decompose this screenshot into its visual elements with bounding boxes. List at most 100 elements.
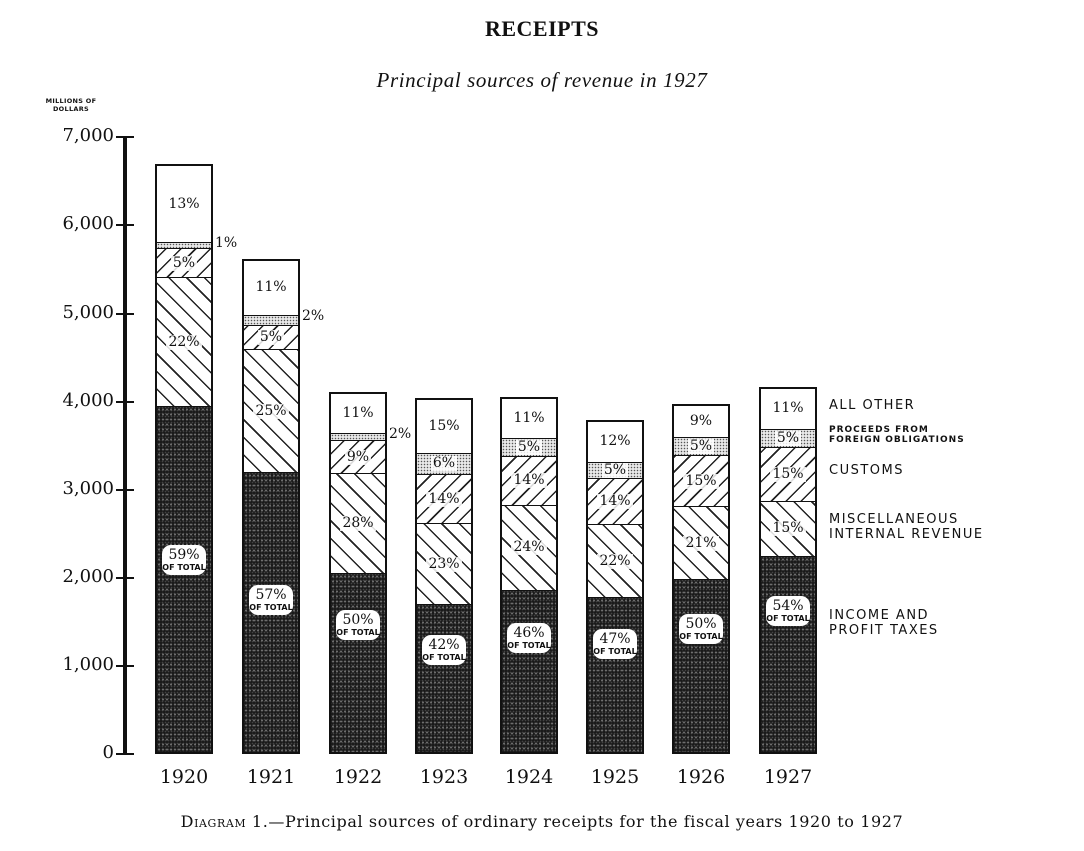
segment-misc: 22% bbox=[157, 277, 211, 407]
of-total-label: OF TOTAL bbox=[162, 563, 206, 573]
y-tick-mark bbox=[116, 488, 134, 491]
segment-customs: 9% bbox=[331, 440, 385, 473]
segment-percent-label: 5% bbox=[257, 328, 285, 345]
segment-foreign: 1% bbox=[157, 235, 237, 251]
segment-percent-label: 5% bbox=[170, 254, 198, 271]
y-tick-label: 5,000 bbox=[62, 301, 114, 323]
segment-other: 11% bbox=[502, 399, 556, 438]
legend-misc-line1: MISCELLANEOUS bbox=[829, 512, 959, 527]
segment-percent-label: 2% bbox=[302, 307, 325, 324]
segment-income: 57% OF TOTAL bbox=[244, 472, 298, 752]
y-tick-label: 3,000 bbox=[62, 477, 114, 499]
segment-percent-label: 11% bbox=[513, 410, 545, 427]
segment-foreign: 2% bbox=[331, 426, 411, 442]
legend-foreign-obligations: PROCEEDS FROM FOREIGN OBLIGATIONS bbox=[829, 425, 965, 445]
bar-1924: 11% 5% 14% 24% 46% OF TOTAL bbox=[500, 397, 558, 754]
segment-income: 50% OF TOTAL bbox=[331, 572, 385, 752]
segment-other: 9% bbox=[674, 406, 728, 438]
x-tick-label: 1924 bbox=[504, 766, 554, 788]
y-axis-line bbox=[123, 137, 127, 755]
of-total-badge: 50% OF TOTAL bbox=[336, 609, 380, 640]
x-tick-label: 1921 bbox=[246, 766, 296, 788]
y-tick-mark bbox=[116, 224, 134, 227]
segment-income: 59% OF TOTAL bbox=[157, 406, 211, 752]
x-tick-label: 1927 bbox=[763, 766, 813, 788]
segment-percent-label: 22% bbox=[166, 333, 202, 350]
of-total-badge: 42% OF TOTAL bbox=[422, 634, 466, 665]
legend-customs: CUSTOMS bbox=[829, 463, 904, 478]
income-percent: 59% bbox=[168, 547, 200, 564]
segment-percent-label: 5% bbox=[774, 429, 802, 446]
segment-income: 54% OF TOTAL bbox=[761, 555, 815, 752]
of-total-label: OF TOTAL bbox=[249, 602, 293, 612]
chart-subtitle: Principal sources of revenue in 1927 bbox=[376, 68, 708, 92]
bar-1921: 11% 2% 5% 25% 57% OF TOTAL bbox=[242, 258, 324, 754]
legend-misc-line2: INTERNAL REVENUE bbox=[829, 527, 984, 542]
of-total-label: OF TOTAL bbox=[422, 652, 466, 662]
segment-other: 15% bbox=[417, 400, 471, 453]
legend-misc-internal-revenue: MISCELLANEOUS INTERNAL REVENUE bbox=[829, 512, 984, 542]
bar-1920: 13% 1% 5% 22% 59% OF TOTAL bbox=[155, 164, 237, 754]
of-total-label: OF TOTAL bbox=[593, 646, 637, 656]
segment-income: 46% OF TOTAL bbox=[502, 589, 556, 752]
of-total-label: OF TOTAL bbox=[507, 640, 551, 650]
x-tick-label: 1923 bbox=[419, 766, 469, 788]
segment-misc: 22% bbox=[588, 524, 642, 597]
segment-misc: 15% bbox=[761, 501, 815, 556]
y-tick-mark bbox=[116, 576, 134, 579]
segment-other: 13% bbox=[157, 166, 211, 243]
y-tick-label: 6,000 bbox=[62, 213, 114, 235]
segment-percent-label: 13% bbox=[168, 195, 200, 212]
y-tick-mark bbox=[116, 312, 134, 315]
segment-other: 11% bbox=[331, 393, 385, 434]
segment-foreign: 5% bbox=[588, 461, 642, 479]
segment-percent-label: 15% bbox=[770, 465, 806, 482]
segment-percent-label: 23% bbox=[426, 555, 462, 572]
caption-prefix: Diagram 1. bbox=[180, 812, 269, 831]
y-tick-label: 7,000 bbox=[62, 125, 114, 147]
segment-percent-label: 15% bbox=[428, 417, 460, 434]
income-percent: 42% bbox=[428, 636, 460, 653]
segment-foreign: 5% bbox=[761, 428, 815, 447]
bar-1925: 12% 5% 14% 22% 47% OF TOTAL bbox=[586, 420, 644, 754]
of-total-badge: 47% OF TOTAL bbox=[593, 628, 637, 659]
segment-percent-label: 9% bbox=[689, 413, 713, 430]
segment-percent-label: 28% bbox=[340, 514, 376, 531]
segment-percent-label: 11% bbox=[255, 279, 287, 296]
figure-caption: Diagram 1.—Principal sources of ordinary… bbox=[60, 812, 1024, 831]
segment-customs: 14% bbox=[417, 473, 471, 524]
segment-percent-label: 6% bbox=[430, 455, 458, 472]
y-tick-label: 2,000 bbox=[62, 565, 114, 587]
bar-1922: 11% 2% 9% 28% 50% OF TOTAL bbox=[329, 391, 411, 754]
y-tick-mark bbox=[116, 400, 134, 403]
segment-customs: 14% bbox=[502, 455, 556, 505]
legend-income-line1: INCOME AND bbox=[829, 608, 930, 623]
x-tick-label: 1925 bbox=[590, 766, 640, 788]
segment-misc: 25% bbox=[244, 349, 298, 473]
of-total-label: OF TOTAL bbox=[766, 613, 810, 623]
income-percent: 54% bbox=[772, 597, 804, 614]
segment-percent-label: 2% bbox=[389, 426, 412, 443]
segment-customs: 5% bbox=[157, 248, 211, 278]
segment-customs: 14% bbox=[588, 478, 642, 525]
income-percent: 47% bbox=[599, 630, 631, 647]
segment-percent-label: 12% bbox=[599, 433, 631, 450]
y-tick-mark bbox=[116, 664, 134, 667]
of-total-badge: 57% OF TOTAL bbox=[249, 584, 293, 615]
segment-other: 11% bbox=[244, 260, 298, 315]
segment-percent-label: 15% bbox=[770, 520, 806, 537]
segment-foreign: 2% bbox=[244, 308, 324, 325]
segment-percent-label: 11% bbox=[772, 400, 804, 417]
of-total-label: OF TOTAL bbox=[336, 627, 380, 637]
legend-foreign-line1: PROCEEDS FROM bbox=[829, 425, 929, 435]
of-total-badge: 46% OF TOTAL bbox=[507, 622, 551, 653]
segment-other: 12% bbox=[588, 422, 642, 462]
y-tick-label: 0 bbox=[102, 742, 114, 763]
segment-percent-label: 14% bbox=[426, 490, 462, 507]
segment-percent-label: 15% bbox=[683, 472, 719, 489]
segment-foreign: 5% bbox=[674, 437, 728, 455]
segment-percent-label: 22% bbox=[597, 552, 633, 569]
y-tick-mark bbox=[116, 753, 134, 755]
segment-foreign: 6% bbox=[417, 452, 471, 474]
of-total-label: OF TOTAL bbox=[679, 632, 723, 642]
